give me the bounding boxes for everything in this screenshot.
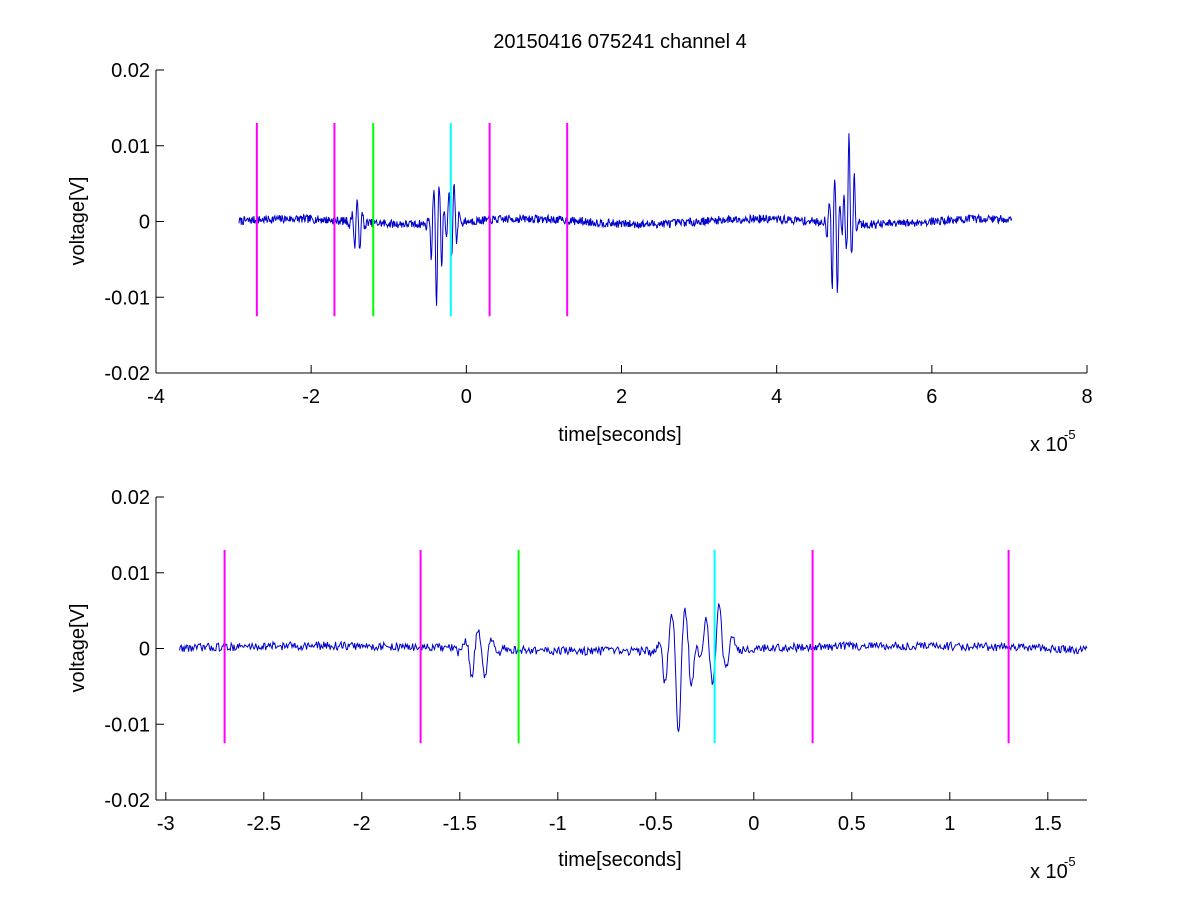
bottom-x-tick-label: 1 — [944, 813, 955, 835]
chart-title: 20150416 075241 channel 4 — [493, 31, 747, 53]
top-x-ticks: -4 -2 0 2 4 6 8 — [147, 365, 1093, 408]
bottom-x-tick-label: -2.5 — [247, 813, 281, 835]
top-x-tick-label: 8 — [1081, 386, 1092, 408]
top-x-multiplier-exponent: -5 — [1064, 427, 1076, 442]
bottom-x-tick-label: -3 — [157, 813, 175, 835]
bottom-x-tick-label: 0 — [748, 813, 759, 835]
bottom-x-tick-label: -1 — [549, 813, 567, 835]
bottom-y-tick-label: -0.02 — [104, 790, 150, 812]
top-x-tick-label: 2 — [616, 386, 627, 408]
bottom-x-multiplier: x 10 — [1030, 861, 1068, 883]
top-x-tick-label: -4 — [147, 386, 165, 408]
top-y-axis-label: voltage[V] — [67, 177, 89, 266]
bottom-x-multiplier-exponent: -5 — [1064, 854, 1076, 869]
bottom-markers-group — [223, 550, 1010, 744]
top-y-tick-label: -0.02 — [104, 363, 150, 385]
top-y-tick-label: 0.02 — [111, 60, 150, 82]
bottom-signal-group — [179, 603, 1088, 732]
bottom-x-axis-label: time[seconds] — [558, 849, 681, 871]
bottom-x-tick-label: 0.5 — [838, 813, 866, 835]
top-x-tick-label: 4 — [771, 386, 782, 408]
top-signal-line — [238, 133, 1013, 306]
top-y-tick-label: 0 — [139, 212, 150, 234]
bottom-signal-line — [179, 603, 1088, 732]
top-x-tick-label: 6 — [926, 386, 937, 408]
bottom-y-ticks: 0.02 0.01 0 -0.01 -0.02 — [104, 487, 164, 812]
top-plot: -4 -2 0 2 4 6 8 0.02 0.01 0 -0.01 -0.02 time[secon… — [67, 60, 1093, 456]
bottom-x-tick-label: -1.5 — [443, 813, 477, 835]
top-y-ticks: 0.02 0.01 0 -0.01 -0.02 — [104, 60, 164, 385]
bottom-y-tick-label: 0 — [139, 639, 150, 661]
top-x-tick-label: 0 — [461, 386, 472, 408]
top-x-axis-label: time[seconds] — [558, 424, 681, 446]
top-signal-group — [238, 133, 1013, 306]
bottom-x-tick-label: -0.5 — [639, 813, 673, 835]
top-markers-group — [255, 123, 569, 317]
bottom-y-tick-label: 0.01 — [111, 563, 150, 585]
top-y-tick-label: -0.01 — [104, 287, 150, 309]
bottom-x-ticks: -3 -2.5 -2 -1.5 -1 -0.5 0 0.5 1 1.5 — [157, 792, 1062, 835]
bottom-y-tick-label: 0.02 — [111, 487, 150, 509]
top-y-tick-label: 0.01 — [111, 136, 150, 158]
top-x-multiplier: x 10 — [1030, 434, 1068, 456]
bottom-x-tick-label: -2 — [353, 813, 371, 835]
bottom-y-axis-label: voltage[V] — [67, 604, 89, 693]
top-x-tick-label: -2 — [302, 386, 320, 408]
bottom-y-tick-label: -0.01 — [104, 714, 150, 736]
bottom-plot: -3 -2.5 -2 -1.5 -1 -0.5 0 0.5 1 1.5 0.02 0.01 0 -0.0… — [67, 487, 1088, 883]
bottom-x-tick-label: 1.5 — [1034, 813, 1062, 835]
